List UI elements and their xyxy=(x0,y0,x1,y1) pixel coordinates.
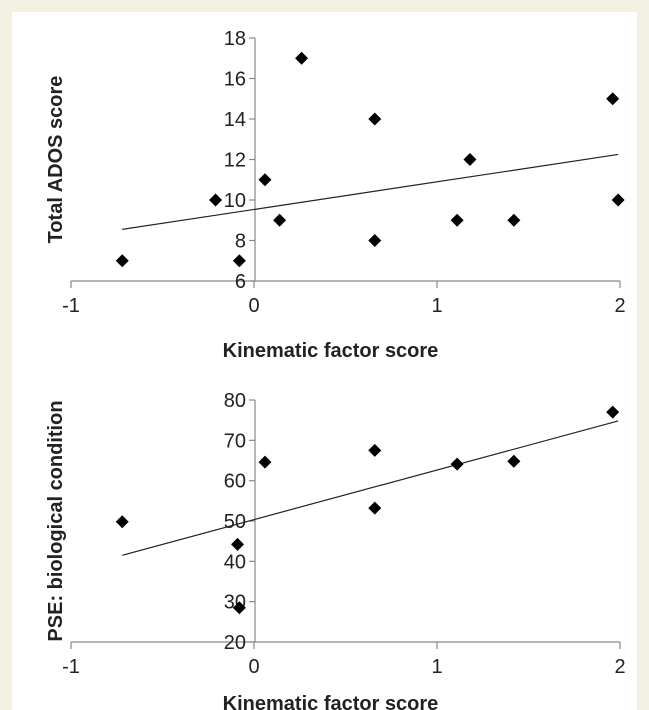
bottom-x-tick-label: 2 xyxy=(614,656,625,678)
bottom-data-point xyxy=(606,405,620,419)
bottom-data-point xyxy=(507,454,521,468)
bottom-x-axis-title: Kinematic factor score xyxy=(223,693,439,710)
bottom-data-point xyxy=(258,455,272,469)
top-data-point xyxy=(611,193,625,207)
top-data-point xyxy=(273,213,287,227)
bottom-data-point xyxy=(450,457,464,471)
top-data-point xyxy=(463,153,477,166)
bottom-y-tick-label: 80 xyxy=(224,390,246,412)
top-x-tick-label: -1 xyxy=(62,295,80,317)
top-data-point xyxy=(295,51,309,65)
bottom-y-tick-label: 60 xyxy=(224,471,246,493)
bottom-y-tick-label: 20 xyxy=(224,632,246,654)
top-y-tick-label: 6 xyxy=(235,271,246,293)
top-y-axis-title: Total ADOS score xyxy=(45,76,67,244)
top-data-point xyxy=(258,173,272,187)
top-y-tick-label: 10 xyxy=(224,190,246,212)
bottom-data-point xyxy=(368,443,382,457)
top-x-tick-label: 2 xyxy=(614,295,625,317)
top-trendline xyxy=(122,153,619,230)
top-y-tick-label: 14 xyxy=(224,109,246,131)
top-data-point xyxy=(507,213,521,227)
top-data-point xyxy=(232,254,246,268)
top-data-point xyxy=(606,92,620,106)
bottom-data-point xyxy=(368,501,382,515)
bottom-data-point xyxy=(232,601,246,615)
bottom-y-tick-label: 40 xyxy=(224,551,246,573)
bottom-data-point xyxy=(115,515,129,529)
top-data-point xyxy=(368,112,382,126)
bottom-trendline xyxy=(122,420,619,556)
top-y-tick-label: 8 xyxy=(235,231,246,253)
bottom-y-tick-label: 50 xyxy=(224,511,246,533)
top-x-axis-title: Kinematic factor score xyxy=(223,340,439,362)
top-x-tick-label: 1 xyxy=(431,295,442,317)
top-y-tick-label: 18 xyxy=(224,28,246,50)
bottom-x-tick-label: 1 xyxy=(431,656,442,678)
top-data-point xyxy=(115,254,129,268)
bottom-y-tick-label: 70 xyxy=(224,430,246,452)
figure-panel xyxy=(12,12,637,710)
top-y-tick-label: 12 xyxy=(224,150,246,172)
top-data-point xyxy=(368,234,382,247)
bottom-data-point xyxy=(231,537,245,551)
top-x-tick-label: 0 xyxy=(248,295,259,317)
top-data-point xyxy=(209,193,223,207)
top-data-point xyxy=(450,213,464,227)
bottom-y-axis-title: PSE: biological condition xyxy=(45,400,67,641)
bottom-x-tick-label: -1 xyxy=(62,656,80,678)
top-y-tick-label: 16 xyxy=(224,69,246,91)
bottom-x-tick-label: 0 xyxy=(248,656,259,678)
